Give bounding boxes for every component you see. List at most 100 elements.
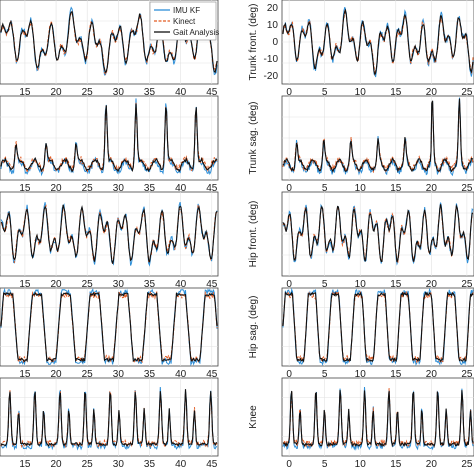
chart-panel-left-4: 15 20 25 30 35 40 45	[0, 287, 219, 380]
x-tick-label: 15	[390, 279, 402, 290]
x-tick-label: 0	[286, 279, 292, 290]
series-line-gait_analysis	[282, 8, 474, 76]
series-line-gait_analysis	[0, 291, 218, 363]
x-tick-label: 5	[322, 87, 328, 98]
x-tick-label: 15	[19, 369, 31, 380]
x-tick-label: 15	[19, 279, 31, 290]
x-tick-label: 10	[355, 87, 367, 98]
x-tick-label: 20	[50, 183, 62, 194]
x-tick-label: 0	[286, 459, 292, 470]
legend-entry: Kinect	[173, 17, 196, 26]
x-tick-label: 25	[461, 279, 473, 290]
x-tick-label: 25	[461, 87, 473, 98]
x-tick-label: 30	[113, 459, 125, 470]
x-tick-label: 0	[286, 183, 292, 194]
x-tick-label: 20	[50, 369, 62, 380]
x-tick-label: 45	[206, 87, 218, 98]
y-tick-label: 0	[272, 37, 278, 48]
x-tick-label: 15	[390, 459, 402, 470]
x-tick-label: 5	[322, 369, 328, 380]
x-tick-label: 25	[82, 369, 94, 380]
chart-panel-right-4: 0 5 10 15 20 25 Hip sag. (deg)	[248, 287, 474, 380]
series-line-kinect	[0, 290, 218, 364]
x-tick-label: 15	[19, 459, 31, 470]
x-tick-label: 40	[175, 459, 187, 470]
x-tick-label: 30	[113, 279, 125, 290]
x-tick-label: 15	[390, 369, 402, 380]
x-tick-label: 10	[355, 183, 367, 194]
series-line-gait_analysis	[282, 291, 474, 364]
x-tick-label: 10	[355, 279, 367, 290]
x-tick-label: 40	[175, 183, 187, 194]
x-tick-label: 20	[50, 459, 62, 470]
legend: IMU KF Kinect Gait Analysis	[149, 1, 219, 41]
y-axis-label: Hip sag. (deg)	[248, 296, 259, 359]
x-tick-label: 35	[144, 87, 156, 98]
series-line-gait_analysis	[0, 204, 218, 264]
chart-panel-right-5: 0 5 10 15 20 25 Knee	[248, 377, 474, 470]
x-tick-label: 35	[144, 369, 156, 380]
chart-panel-left-2: 15 20 25 30 35 40 45	[0, 95, 219, 194]
x-tick-label: 15	[390, 87, 402, 98]
x-tick-label: 35	[144, 459, 156, 470]
x-tick-label: 20	[426, 279, 438, 290]
x-tick-label: 40	[175, 87, 187, 98]
x-tick-label: 20	[426, 459, 438, 470]
x-tick-label: 25	[461, 183, 473, 194]
x-tick-label: 5	[322, 459, 328, 470]
x-tick-label: 45	[206, 279, 218, 290]
x-tick-label: 0	[286, 369, 292, 380]
series-line-gait_analysis	[0, 103, 218, 173]
x-tick-label: 35	[144, 279, 156, 290]
x-tick-label: 25	[82, 183, 94, 194]
chart-panel-left-5: 15 20 25 30 35 40 45	[0, 377, 219, 470]
x-tick-label: 20	[426, 183, 438, 194]
series-line-gait_analysis	[0, 389, 218, 447]
series-line-gait_analysis	[282, 390, 474, 448]
x-tick-label: 45	[206, 459, 218, 470]
x-tick-label: 5	[322, 279, 328, 290]
x-tick-label: 20	[50, 279, 62, 290]
y-axis-label: Hip front. (deg)	[248, 201, 259, 268]
x-tick-label: 25	[461, 369, 473, 380]
x-tick-label: 20	[426, 369, 438, 380]
series-line-gait_analysis	[282, 204, 474, 263]
y-tick-label: 20	[267, 3, 279, 14]
x-tick-label: 25	[82, 279, 94, 290]
x-tick-label: 20	[426, 87, 438, 98]
x-tick-label: 0	[286, 87, 292, 98]
chart-panel-left-3: 15 20 25 30 35 40 45	[0, 191, 219, 290]
series-line-imu_kf	[0, 287, 218, 366]
x-tick-label: 25	[82, 459, 94, 470]
chart-panel-right-2: 0 5 10 15 20 25 Trunk sag. (deg)	[248, 95, 474, 194]
x-tick-label: 25	[82, 87, 94, 98]
x-tick-label: 20	[50, 87, 62, 98]
series-line-imu_kf	[282, 287, 474, 366]
x-tick-label: 15	[19, 87, 31, 98]
x-tick-label: 15	[19, 183, 31, 194]
y-axis-label: Trunk sag. (deg)	[248, 102, 259, 175]
x-tick-label: 5	[322, 183, 328, 194]
x-tick-label: 30	[113, 369, 125, 380]
x-tick-label: 10	[355, 369, 367, 380]
y-tick-label: 10	[267, 20, 279, 31]
legend-entry: IMU KF	[173, 6, 200, 15]
x-tick-label: 40	[175, 369, 187, 380]
y-axis-label: Knee	[248, 405, 259, 429]
series-line-gait_analysis	[282, 98, 474, 173]
x-tick-label: 45	[206, 369, 218, 380]
y-tick-label: -20	[264, 71, 279, 82]
x-tick-label: 10	[355, 459, 367, 470]
x-tick-label: 15	[390, 183, 402, 194]
series-line-kinect	[282, 204, 474, 263]
y-tick-label: -10	[264, 54, 279, 65]
x-tick-label: 45	[206, 183, 218, 194]
chart-panel-right-3: 0 5 10 15 20 25 Hip front. (deg)	[248, 191, 474, 290]
x-tick-label: 30	[113, 87, 125, 98]
chart-panel-right-1: 0 5 10 15 20 25 20 10 0 -10 -20 Trunk front. (deg)	[248, 0, 474, 98]
x-tick-label: 30	[113, 183, 125, 194]
x-tick-label: 25	[461, 459, 473, 470]
x-tick-label: 35	[144, 183, 156, 194]
legend-entry: Gait Analysis	[173, 28, 219, 37]
